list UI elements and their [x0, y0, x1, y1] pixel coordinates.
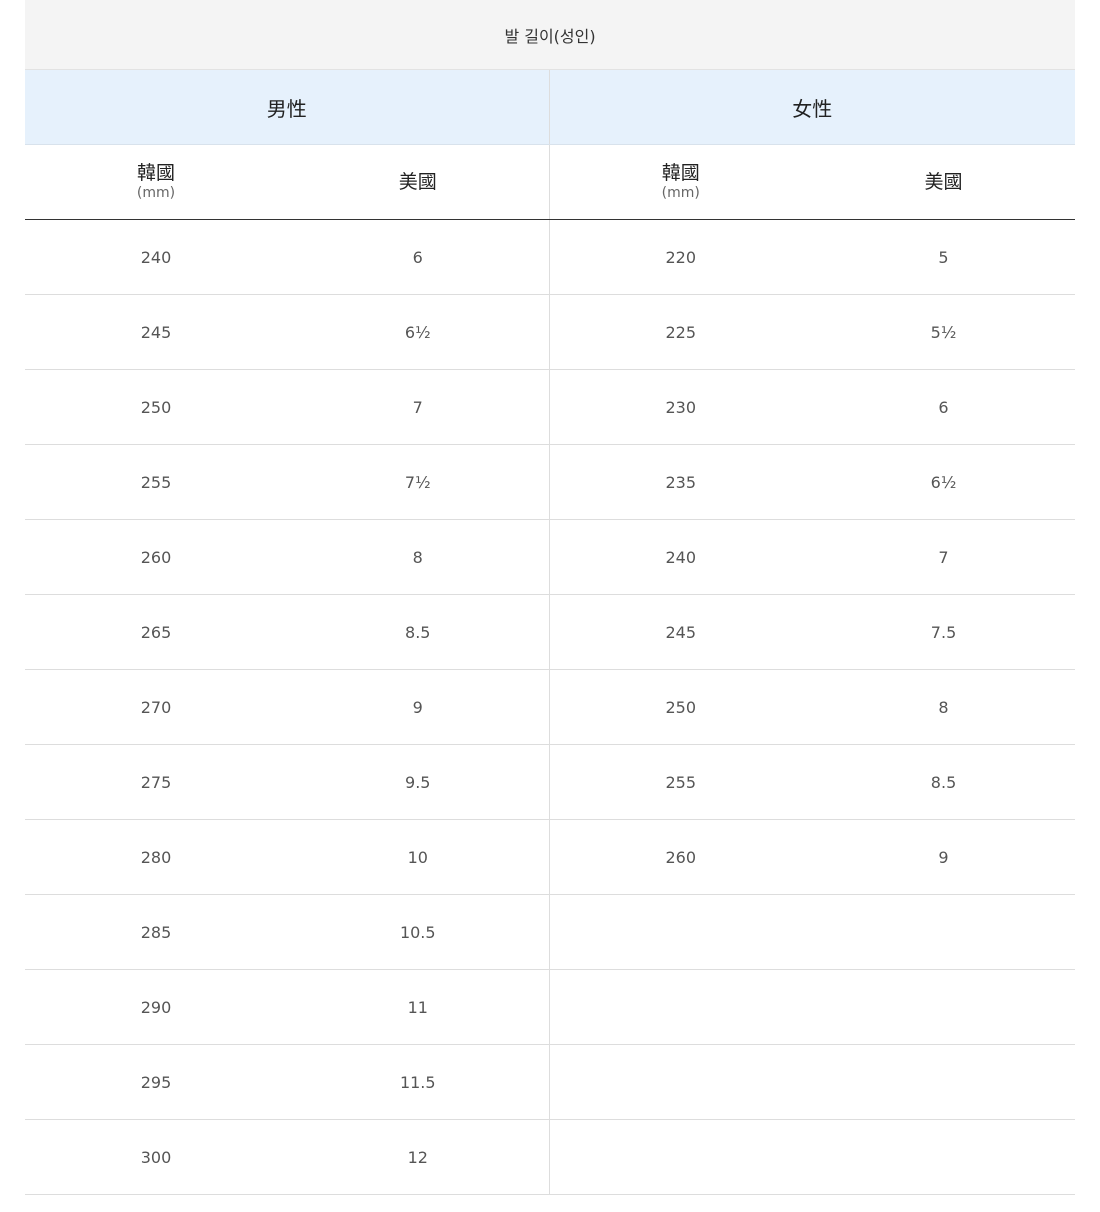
- women-korea-cell: [548, 1044, 812, 1120]
- women-us-cell: [812, 894, 1076, 970]
- women-korea-cell: [548, 1119, 812, 1195]
- men-korea-header: 韓國 (mm): [25, 144, 287, 220]
- table-row: 240 6 220 5: [25, 219, 1076, 295]
- men-us-cell: 9: [287, 669, 549, 745]
- men-korea-cell: 270: [25, 669, 287, 745]
- women-us-cell: 6: [812, 369, 1076, 445]
- women-us-cell: 9: [812, 819, 1076, 895]
- men-korea-cell: 285: [25, 894, 287, 970]
- women-korea-cell: 220: [548, 219, 812, 295]
- men-korea-cell: 245: [25, 294, 287, 370]
- korea-label: 韓國: [661, 162, 700, 185]
- women-korea-cell: 245: [548, 594, 812, 670]
- men-korea-cell: 280: [25, 819, 287, 895]
- unit-label: (mm): [136, 185, 176, 201]
- men-korea-cell: 255: [25, 444, 287, 520]
- men-korea-cell: 300: [25, 1119, 287, 1195]
- men-korea-cell: 265: [25, 594, 287, 670]
- women-us-cell: 6½: [812, 444, 1076, 520]
- men-korea-cell: 290: [25, 969, 287, 1045]
- table-row: 290 11: [25, 969, 1076, 1045]
- men-us-cell: 8: [287, 519, 549, 595]
- women-us-cell: [812, 1044, 1076, 1120]
- table-row: 245 6½ 225 5½: [25, 294, 1076, 370]
- women-us-cell: 5½: [812, 294, 1076, 370]
- table-row: 300 12: [25, 1119, 1076, 1195]
- women-korea-cell: 235: [548, 444, 812, 520]
- men-us-cell: 10: [287, 819, 549, 895]
- men-header: 男性: [25, 69, 549, 145]
- shoe-size-table: 발 길이(성인) 男性 女性 韓國 (mm) 美國 韓國 (mm) 美國 240 6 2…: [25, 0, 1076, 1195]
- table-title: 발 길이(성인): [25, 0, 1076, 70]
- men-korea-cell: 275: [25, 744, 287, 820]
- women-header: 女性: [548, 69, 1076, 145]
- women-us-cell: 8: [812, 669, 1076, 745]
- women-korea-cell: 230: [548, 369, 812, 445]
- women-korea-header: 韓國 (mm): [548, 144, 812, 220]
- unit-label: (mm): [661, 185, 700, 201]
- women-us-cell: 7: [812, 519, 1076, 595]
- women-korea-cell: 255: [548, 744, 812, 820]
- men-us-cell: 11.5: [287, 1044, 549, 1120]
- table-row: 250 7 230 6: [25, 369, 1076, 445]
- men-korea-cell: 250: [25, 369, 287, 445]
- table-row: 270 9 250 8: [25, 669, 1076, 745]
- women-us-cell: [812, 1119, 1076, 1195]
- women-korea-cell: 240: [548, 519, 812, 595]
- men-us-cell: 12: [287, 1119, 549, 1195]
- korea-label: 韓國: [136, 162, 175, 185]
- women-korea-cell: [548, 969, 812, 1045]
- table-row: 295 11.5: [25, 1044, 1076, 1120]
- men-korea-cell: 240: [25, 219, 287, 295]
- table-row: 260 8 240 7: [25, 519, 1076, 595]
- men-us-cell: 11: [287, 969, 549, 1045]
- table-row: 285 10.5: [25, 894, 1076, 970]
- men-us-cell: 6½: [287, 294, 549, 370]
- men-korea-cell: 260: [25, 519, 287, 595]
- women-us-cell: [812, 969, 1076, 1045]
- women-korea-cell: 260: [548, 819, 812, 895]
- women-korea-cell: 225: [548, 294, 812, 370]
- table-row: 265 8.5 245 7.5: [25, 594, 1076, 670]
- women-us-header: 美國: [812, 144, 1076, 220]
- women-us-cell: 7.5: [812, 594, 1076, 670]
- table-row: 280 10 260 9: [25, 819, 1076, 895]
- men-us-cell: 6: [287, 219, 549, 295]
- women-us-cell: 8.5: [812, 744, 1076, 820]
- men-us-cell: 10.5: [287, 894, 549, 970]
- table-row: 275 9.5 255 8.5: [25, 744, 1076, 820]
- men-us-cell: 8.5: [287, 594, 549, 670]
- men-korea-cell: 295: [25, 1044, 287, 1120]
- women-korea-cell: 250: [548, 669, 812, 745]
- men-us-header: 美國: [287, 144, 549, 220]
- men-us-cell: 7: [287, 369, 549, 445]
- men-us-cell: 7½: [287, 444, 549, 520]
- women-korea-cell: [548, 894, 812, 970]
- women-us-cell: 5: [812, 219, 1076, 295]
- table-row: 255 7½ 235 6½: [25, 444, 1076, 520]
- men-us-cell: 9.5: [287, 744, 549, 820]
